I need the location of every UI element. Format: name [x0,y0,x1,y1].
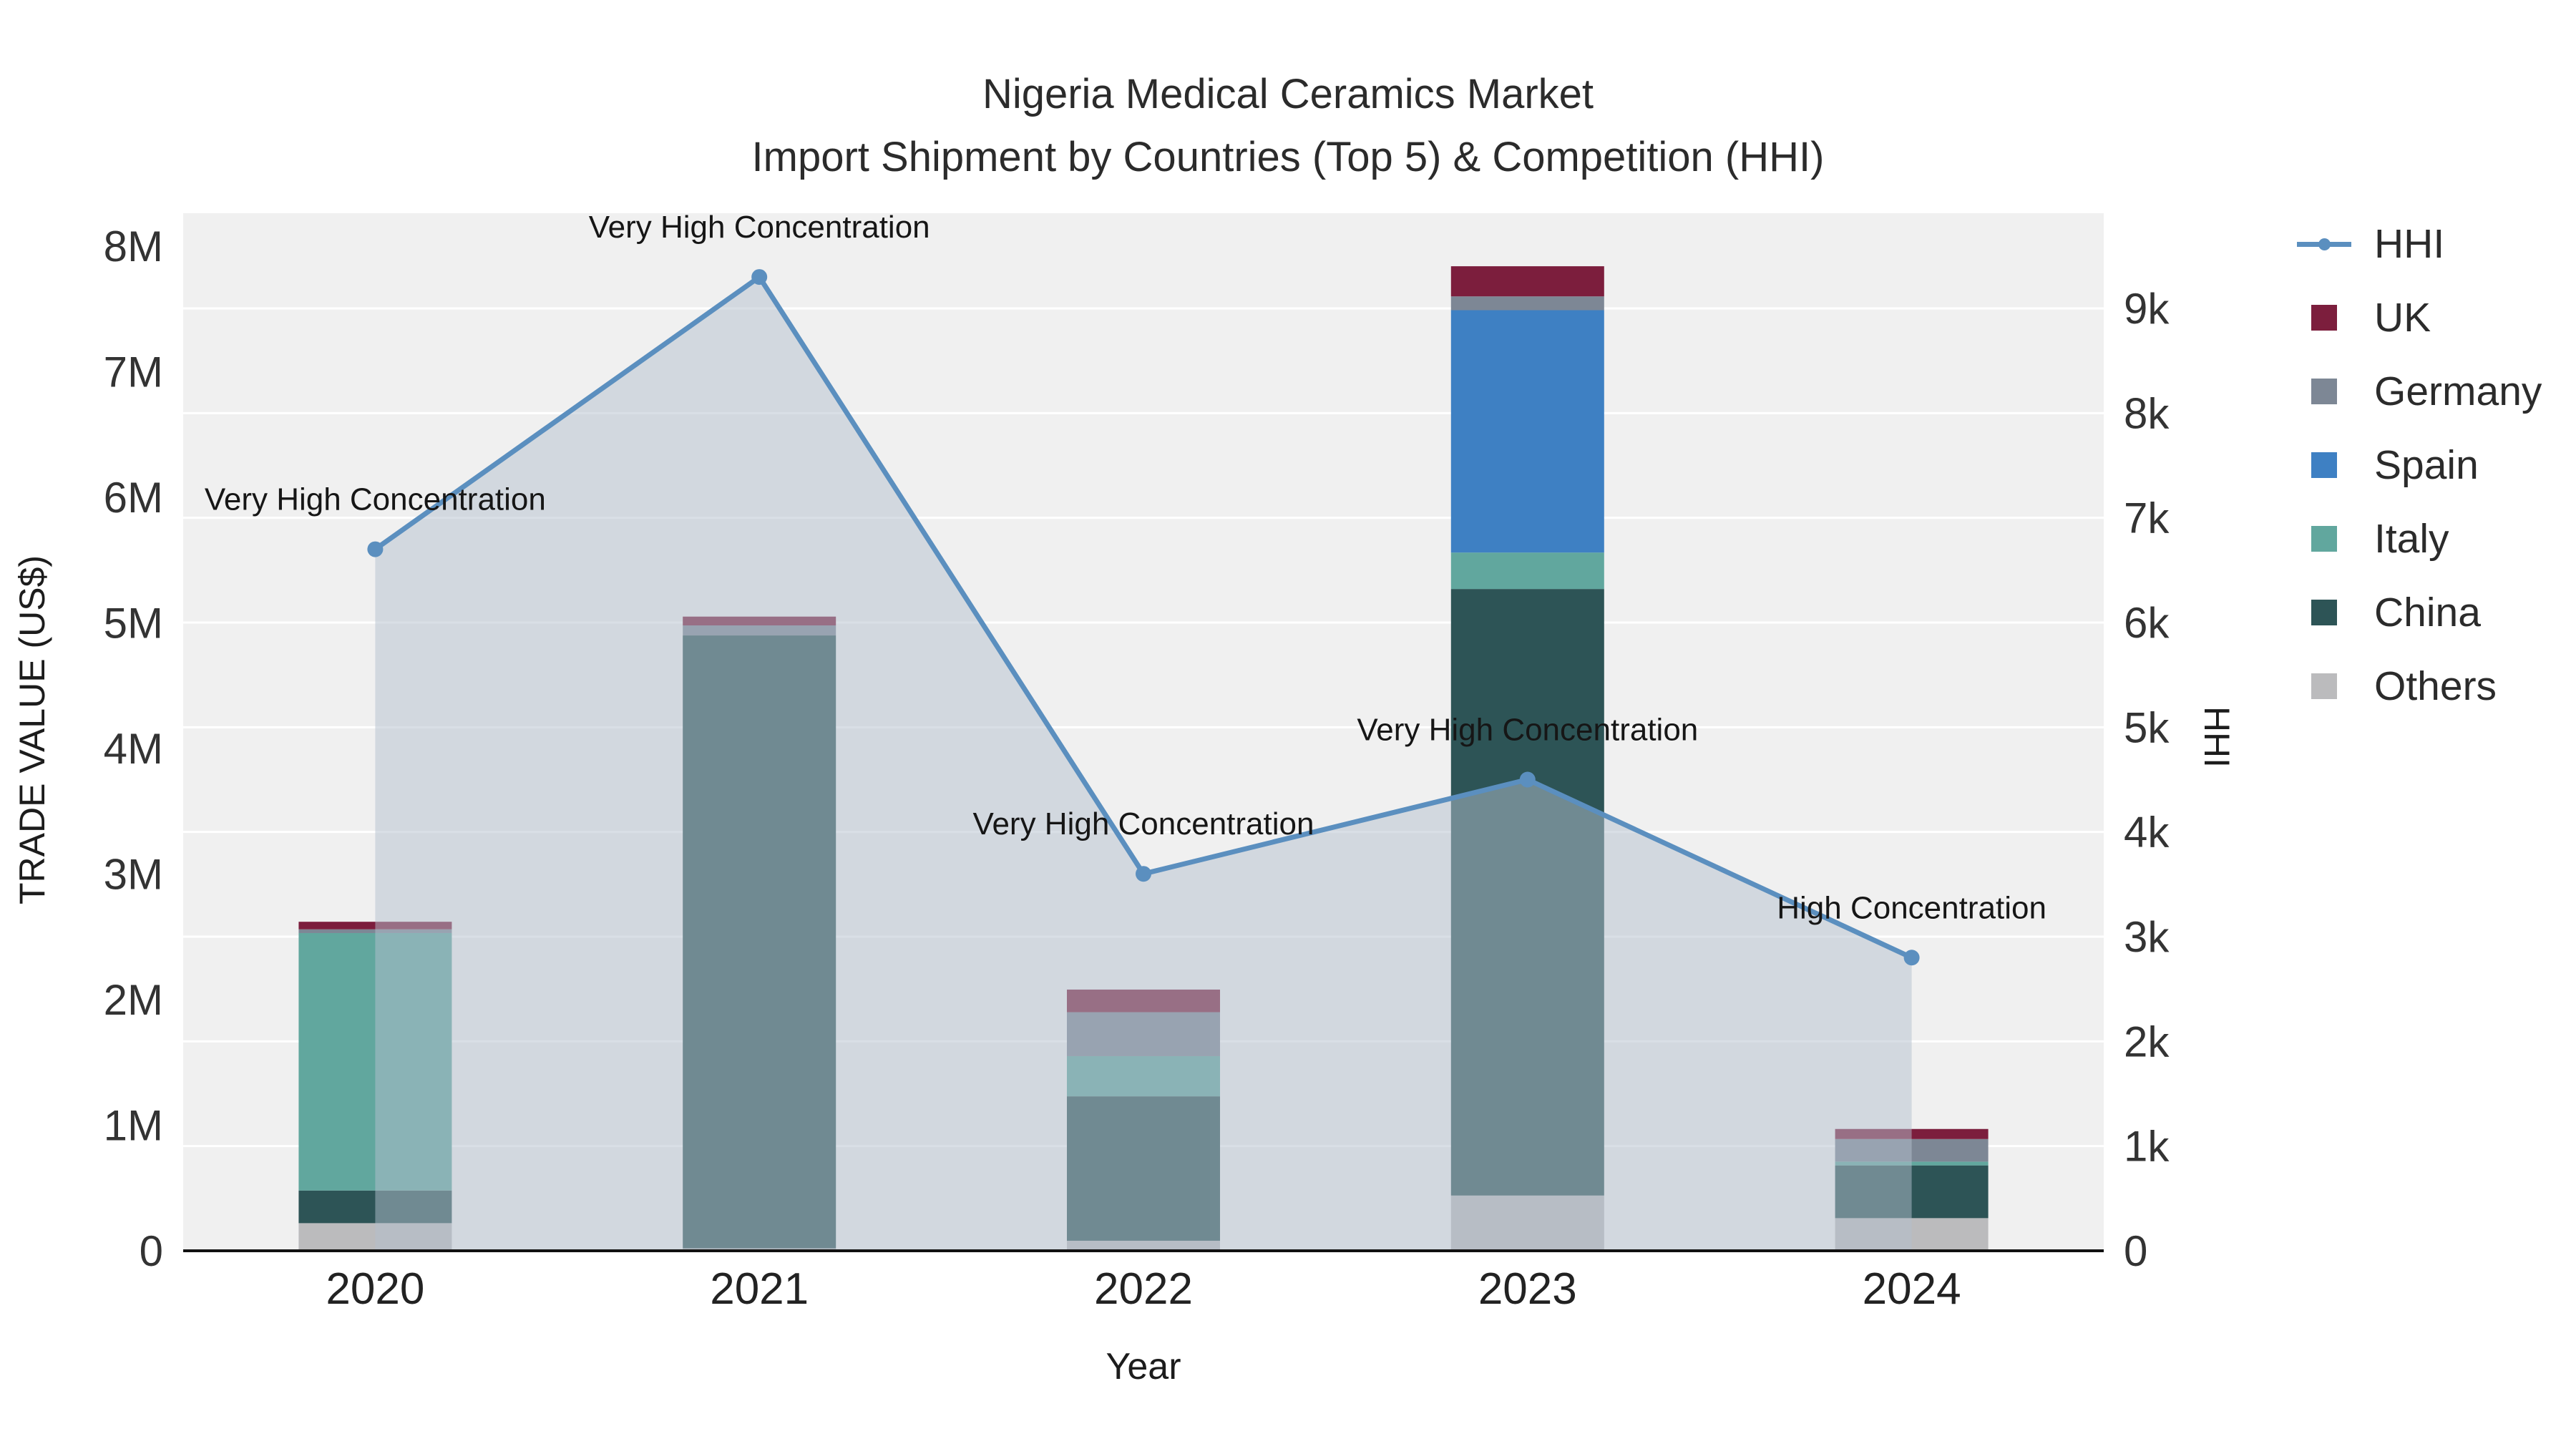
y-right-tick: 0 [2124,1227,2147,1275]
x-tick-2022: 2022 [1094,1264,1193,1314]
y-left-tick: 4M [104,725,163,773]
hhi-annotation-2023: Very High Concentration [1357,713,1698,748]
y-right-tick: 5k [2124,703,2170,751]
y-left-tick: 2M [104,976,163,1024]
hhi-area-fill [375,277,1912,1252]
hhi-marker-2022 [1136,866,1151,882]
y-right-tick: 3k [2124,913,2170,961]
y-left-tick: 8M [104,223,163,270]
legend-item-germany[interactable]: Germany [2297,368,2542,415]
y-left-tick: 3M [104,851,163,899]
y-left-tick: 0 [140,1227,163,1275]
legend-item-uk[interactable]: UK [2297,294,2542,341]
legend-label: Others [2374,663,2497,709]
y-right-tick: 8k [2124,389,2170,437]
legend-item-spain[interactable]: Spain [2297,441,2542,489]
legend-item-hhi[interactable]: HHI [2297,220,2542,268]
legend-swatch-icon [2297,672,2351,701]
x-tick-2024: 2024 [1863,1264,1961,1314]
y-right-tick: 7k [2124,494,2170,542]
hhi-marker-2020 [367,541,384,557]
legend-swatch-icon [2297,451,2351,479]
legend-label: China [2374,590,2481,635]
legend-label: HHI [2374,221,2445,267]
y-left-tick: 7M [104,348,163,396]
legend-label: Italy [2374,516,2449,562]
x-tick-2023: 2023 [1478,1264,1577,1314]
legend-swatch-icon [2297,598,2351,627]
y-axis-left-label: TRADE VALUE (US$) [12,555,52,905]
legend-swatch-icon [2297,303,2351,332]
chart-subtitle: Import Shipment by Countries (Top 5) & C… [751,134,1825,181]
hhi-marker-2024 [1903,950,1920,966]
bar-segment-uk-2023 [1450,266,1604,297]
legend-label: UK [2374,295,2431,341]
legend-item-others[interactable]: Others [2297,663,2542,710]
legend: HHI UK Germany Spain Italy China Others [2297,220,2542,710]
y-right-tick: 9k [2124,285,2170,333]
legend-line-icon [2297,230,2351,258]
legend-swatch-icon [2297,377,2351,406]
chart-title: Nigeria Medical Ceramics Market [982,71,1594,117]
bar-segment-germany-2023 [1450,296,1604,311]
y-right-tick: 4k [2124,809,2170,857]
x-tick-2021: 2021 [710,1264,809,1314]
bar-segment-spain-2023 [1450,310,1604,553]
y-right-tick: 6k [2124,599,2170,647]
x-axis-label: Year [1106,1346,1181,1387]
x-tick-2020: 2020 [326,1264,424,1314]
hhi-annotation-2021: Very High Concentration [589,210,930,245]
y-axis-right-label: HHI [2197,706,2237,769]
hhi-marker-2021 [751,269,768,286]
hhi-annotation-2020: Very High Concentration [205,482,546,517]
legend-item-china[interactable]: China [2297,589,2542,636]
legend-item-italy[interactable]: Italy [2297,515,2542,562]
legend-swatch-icon [2297,525,2351,553]
hhi-annotation-2024: High Concentration [1777,890,2046,925]
hhi-annotation-2022: Very High Concentration [973,806,1314,841]
chart-title-block: Nigeria Medical Ceramics Market Import S… [0,63,2576,189]
legend-label: Germany [2374,369,2542,414]
y-right-tick: 1k [2124,1123,2170,1171]
legend-label: Spain [2374,442,2479,488]
y-left-tick: 5M [104,600,163,648]
y-left-tick: 1M [104,1102,163,1150]
y-right-tick: 2k [2124,1018,2170,1065]
bar-segment-italy-2023 [1450,552,1604,590]
hhi-marker-2023 [1519,771,1536,788]
y-left-tick: 6M [104,474,163,522]
